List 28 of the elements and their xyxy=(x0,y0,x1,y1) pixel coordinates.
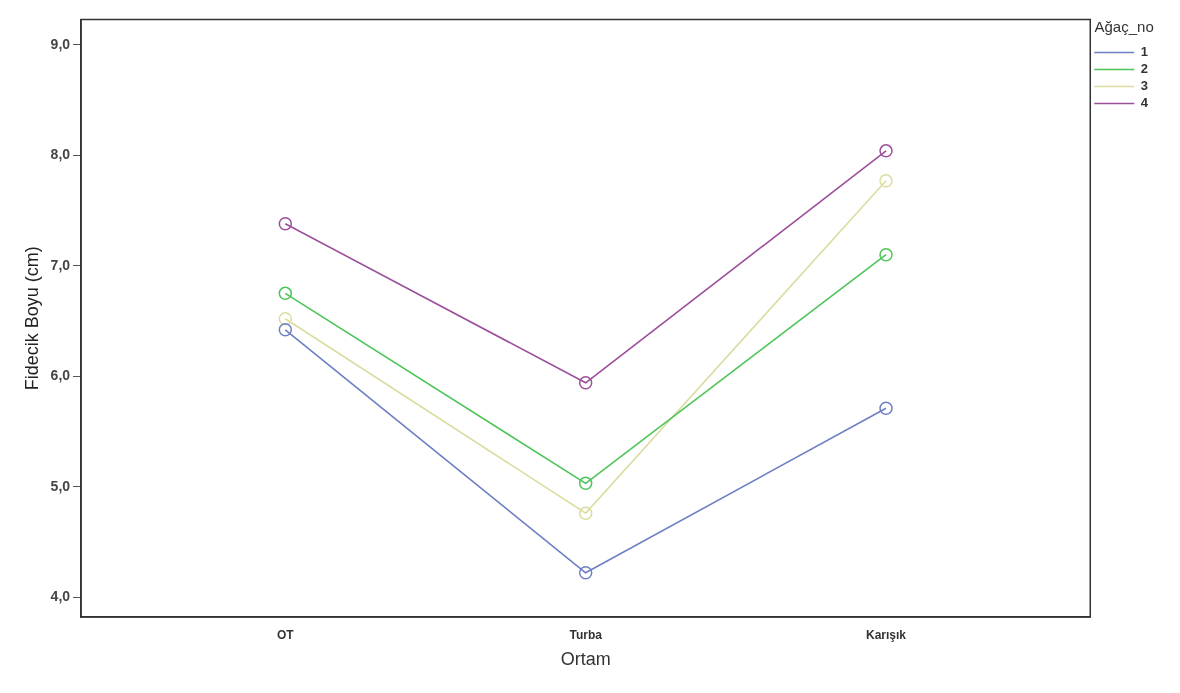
y-tick-label: 5,0 xyxy=(50,477,71,494)
point xyxy=(879,401,893,415)
y-tick-label: 8,0 xyxy=(50,146,71,163)
x-axis-title: Ortam xyxy=(560,649,611,670)
point xyxy=(278,286,293,301)
y-tick-label: 9,0 xyxy=(50,35,71,52)
point xyxy=(879,247,893,262)
legend-label: 4 xyxy=(1140,95,1149,111)
y-tick-label: 7,0 xyxy=(50,256,71,273)
legend-title: Ağaç_no xyxy=(1094,17,1154,35)
y-axis-title: Fidecik Boyu (cm) xyxy=(21,246,42,391)
point xyxy=(278,312,293,326)
y-tick-label: 4,0 xyxy=(50,587,71,604)
x-tick-label: Karışık xyxy=(866,627,907,642)
point xyxy=(578,506,593,520)
point xyxy=(578,566,593,580)
x-tick-label: Turba xyxy=(569,627,603,642)
point xyxy=(879,144,893,158)
y-tick-label: 6,0 xyxy=(50,367,71,384)
point xyxy=(879,173,893,188)
point xyxy=(578,476,593,491)
legend-label: 2 xyxy=(1140,61,1148,77)
point xyxy=(278,217,293,231)
point xyxy=(278,323,293,337)
legend-label: 1 xyxy=(1140,44,1148,60)
point xyxy=(578,376,593,390)
x-tick-label: OT xyxy=(276,627,295,642)
legend-label: 3 xyxy=(1140,78,1148,94)
